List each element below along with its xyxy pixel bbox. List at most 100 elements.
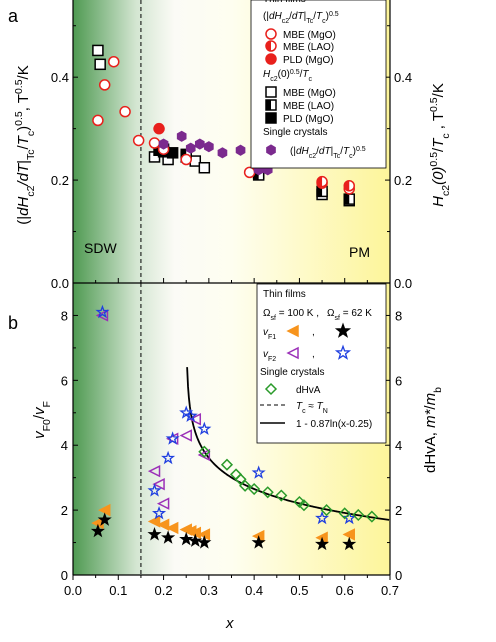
panel-b-legend-vf2-label: vF2: [263, 349, 276, 363]
panel-a-legend-marker: [265, 112, 277, 124]
panel-a-point-hc2-square-open: [198, 161, 211, 174]
panel-a: 0.0 0.0 0.2 0.2 0.4 0.4 (|dHc2/dT|Tc/Tc)0.5, T…: [13, 0, 452, 291]
panel-b-point-triangle-left-filled: [165, 521, 179, 535]
panel-b-ytick-label-right: 4: [395, 438, 402, 453]
panel-b-point-diamond-open: [220, 458, 234, 471]
panel-a-point-slope-circle-open: [243, 166, 256, 179]
panel-a-point-slope-circle-half-fill: [344, 180, 350, 191]
panel-a-point-crystal-hexagon-filled: [235, 144, 246, 156]
panel-b-legend-marker: [334, 322, 352, 338]
panel-a-legend-label: MBE (MgO): [283, 30, 336, 41]
panel-b-xtick-label: 0.5: [290, 583, 308, 598]
panel-b-point-diamond-open: [297, 499, 311, 512]
panel-a-ytick-label-right: 0.0: [394, 276, 412, 291]
panel-b-point-diamond-open: [365, 510, 378, 523]
panel-b-ytick-label-left: 4: [61, 438, 68, 453]
panel-b-ytick-label-right: 6: [395, 373, 402, 388]
panel-b-legend-marker: [286, 324, 299, 338]
panel-b-legend-sep: ,: [312, 349, 315, 360]
panel-b-left-axis-label: vF0/vF: [31, 401, 53, 439]
panel-a-point-hc2-square-open: [92, 44, 104, 57]
panel-b-legend-fit-label: 1 - 0.87ln(x-0.25): [296, 419, 372, 430]
panel-a-point-slope-circle-open: [108, 55, 120, 68]
panel-b-point-star-open: [161, 450, 176, 465]
panel-a-point-slope-circle-open: [98, 79, 111, 91]
panel-b-ytick-label-right: 0: [395, 568, 402, 583]
panel-b-point-diamond-open: [248, 482, 261, 496]
panel-b-point-star-open: [251, 465, 266, 479]
panel-a-ytick-label-right: 0.2: [394, 173, 412, 188]
panel-b-point-triangle-left-open: [179, 429, 192, 442]
panel-b-point-triangle-left-open: [188, 413, 202, 426]
panel-a-point-crystal-hexagon-filled: [158, 138, 169, 150]
panel-b-point-star-filled: [251, 535, 266, 549]
panel-b-point-star-open: [315, 510, 330, 525]
panel-b-point-triangle-left-open: [95, 309, 109, 322]
panel-b-legend-box: [256, 283, 387, 444]
panel-b-legend-marker: [264, 382, 278, 396]
panel-b-point-triangle-left-open: [147, 464, 161, 478]
panel-b-point-diamond-open: [198, 445, 211, 458]
panel-a-point-crystal-hexagon-filled: [204, 141, 214, 153]
panel-a-legend-title: Thin films: [263, 0, 306, 5]
panel-b-ytick-label-left: 2: [61, 503, 68, 518]
panel-b-xtick-label: 0.0: [64, 583, 82, 598]
panel-a-legend-marker: [265, 53, 277, 65]
panel-a-ytick-label-left: 0.4: [51, 70, 69, 85]
panel-b-point-triangle-left-open: [152, 477, 165, 491]
panel-b-point-triangle-left-open: [156, 497, 170, 510]
panel-a-left-axis-label: (|dHc2/dT|Tc/Tc)0.5, T0.5/K: [13, 65, 37, 225]
panel-a-legend-group-hc2: Hc2(0)0.5/Tc: [263, 69, 313, 83]
panel-b-point-star-filled: [342, 536, 357, 551]
panel-a-point-slope-circle-open: [180, 153, 192, 166]
panel-a-legend-marker: [266, 144, 276, 156]
panel-b-xtick-label: 0.2: [155, 583, 173, 598]
panel-b-letter: b: [8, 313, 18, 333]
panel-a-legend-label: MBE (MgO): [283, 88, 336, 99]
panel-a-right-axis-label: Hc2(0)0.5/Tc , T0.5/K: [428, 83, 452, 207]
panel-b-point-star-filled: [90, 523, 105, 538]
panel-b-point-star-open: [342, 510, 357, 525]
panel-b-point-diamond-open: [261, 486, 274, 499]
panel-a-ytick-label-left: 0.2: [51, 173, 69, 188]
panel-b-legend-omega-2: Ωsf = 62 K: [327, 308, 372, 322]
panel-a-point-slope-circle-open: [92, 114, 104, 127]
panel-b-legend-title: Thin films: [263, 289, 306, 300]
panel-b-point-star-open: [95, 304, 110, 319]
panel-b-point-star-filled: [188, 533, 203, 547]
panel-b-point-star-open: [197, 421, 212, 436]
panel-b-point-star-filled: [179, 531, 194, 546]
panel-b: 0 0 2 2 4 4 6 6 8 8 0.0 0.1 0.2 0.3 0.4 0.5 0.6 0.7 vF0/vF…: [31, 283, 444, 598]
panel-a-point-crystal-hexagon-filled: [176, 130, 187, 142]
panel-a-legend-group-slope: (|dHc2/dT|Tc/Tc)0.5: [263, 11, 339, 25]
panel-a-point-slope-circle-open: [119, 105, 131, 118]
panel-a-legend: Thin films (|dHc2/dT|Tc/Tc)0.5 MBE (MgO) MB…: [250, 0, 387, 169]
panel-b-legend-vf1-label: vF1: [263, 327, 276, 341]
panel-a-letter: a: [8, 6, 19, 26]
panel-a-ytick-label-left: 0.0: [51, 276, 69, 291]
panel-b-point-star-filled: [97, 512, 112, 526]
panel-a-legend-marker: [265, 28, 277, 40]
panel-b-point-diamond-open: [352, 508, 365, 522]
panel-b-xtick-label: 0.6: [336, 583, 354, 598]
labels: a b SDW PM x: [8, 6, 370, 632]
panel-a-point-hc2-square-half-fill: [317, 186, 323, 197]
panel-b-point-diamond-open: [338, 507, 351, 520]
panel-b-point-star-open: [165, 431, 180, 445]
panel-b-xtick-label: 0.3: [200, 583, 218, 598]
panel-b-legend-sep: ,: [312, 327, 315, 338]
panel-b-legend-dhva-label: dHvA: [296, 385, 321, 396]
panel-b-point-star-filled: [315, 536, 330, 551]
panel-a-legend-marker-fill: [266, 41, 271, 51]
x-axis-label: x: [225, 615, 234, 632]
panel-b-xtick-label: 0.4: [245, 583, 263, 598]
panel-a-point-hc2-square-half-fill: [344, 194, 350, 205]
panel-b-ytick-label-left: 8: [61, 308, 68, 323]
panel-a-point-crystal-hexagon-filled: [185, 142, 196, 154]
panel-b-point-diamond-open: [320, 504, 333, 517]
panel-a-legend-box: [250, 0, 387, 169]
region-pm-label: PM: [349, 244, 370, 260]
region-sdw-label: SDW: [84, 240, 117, 256]
panel-a-point-slope-circle-open: [132, 134, 145, 147]
